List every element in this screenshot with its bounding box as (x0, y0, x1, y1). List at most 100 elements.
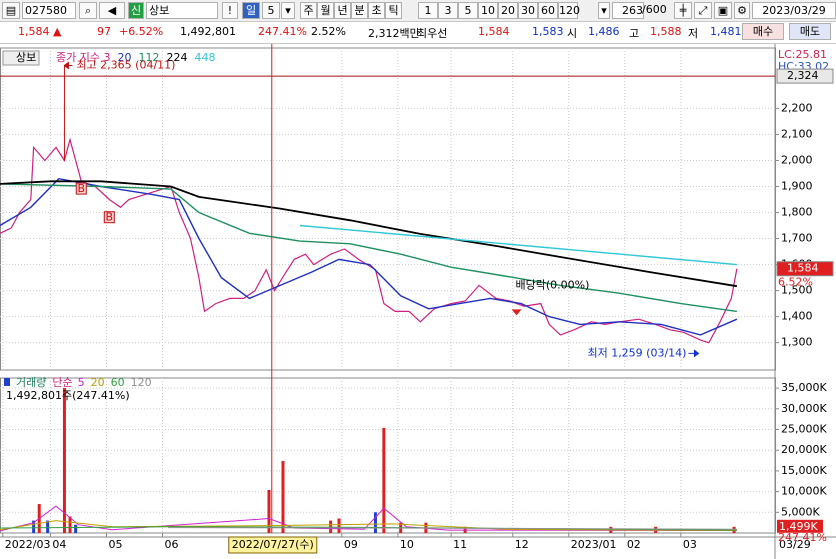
date-input[interactable]: 2023/03/29 (752, 2, 836, 19)
crosshair-label: 2022/07/27(수) (232, 538, 314, 551)
legend-entry: 448 (194, 51, 215, 64)
toolbar-button[interactable]: 초 (368, 2, 385, 19)
ma-line (299, 224, 737, 266)
legend-entry: 120 (131, 376, 152, 389)
toolbar-button[interactable]: 120 (558, 2, 580, 19)
volume-bar (68, 516, 72, 533)
legend-entry: 종가 지수 3 (56, 51, 110, 64)
low: 1,481 (710, 25, 742, 38)
x-tick-label: 06 (165, 538, 179, 551)
y-tick-label: 1,500 (781, 284, 813, 297)
volume-info: 1,492,801주(247.41%) (6, 389, 130, 402)
stock-name: 상보 (146, 2, 218, 19)
period-n[interactable]: 5 (262, 2, 280, 19)
x-tick-label: 2023/01 (571, 538, 617, 551)
price-tag (776, 68, 834, 84)
search-icon[interactable]: ⌕ (79, 2, 97, 19)
toolbar-button[interactable]: 60 (538, 2, 558, 19)
change-tag: 247.41% (778, 531, 827, 544)
total: /600 (642, 3, 667, 16)
y-tick-label: 10,000K (781, 485, 827, 498)
y-tick-label: 1,900 (781, 179, 813, 192)
y-tick-label: 25,000K (781, 423, 827, 436)
toolbar-button[interactable]: 1 (418, 2, 438, 19)
best-label: 최우선 (417, 27, 448, 40)
legend-entry: 112 (138, 51, 159, 64)
legend-box (2, 50, 40, 66)
y-tick-label: 15,000K (781, 464, 827, 477)
alert-button[interactable]: ! (222, 2, 238, 19)
volume-bar (267, 489, 271, 533)
period-button[interactable]: 일 (242, 2, 260, 19)
price-tag (776, 261, 834, 277)
dividend-marker (511, 309, 522, 316)
x-tick-label: 03/29 (779, 538, 811, 551)
toolbar-button[interactable]: 틱 (385, 2, 402, 19)
toolbar-button[interactable]: 3 (438, 2, 458, 19)
toolbar-button[interactable]: 분 (351, 2, 368, 19)
ma-line (0, 180, 738, 288)
low-label: 저 (688, 27, 699, 40)
y-tick-label: 1,700 (781, 232, 813, 245)
signal-box (103, 211, 115, 224)
x-tick-label: 2022/03 (5, 538, 51, 551)
volume-bar (74, 524, 78, 533)
arrow (63, 61, 73, 70)
legend-swatch (4, 378, 10, 386)
toolbar-button[interactable]: 주 (300, 2, 317, 19)
volume-ma-line (168, 527, 737, 530)
volume-tag (777, 519, 823, 533)
turnover: 2.52% (311, 25, 346, 38)
price-line (0, 137, 738, 344)
dropdown[interactable]: ▾ (598, 2, 610, 19)
price-tag-label: 2,324 (787, 69, 819, 82)
y-tick-label: 1,400 (781, 310, 813, 323)
signal: B (77, 182, 85, 195)
toolbar-button[interactable]: 5 (458, 2, 478, 19)
ma-line (0, 183, 737, 313)
toolbar-button[interactable]: 년 (334, 2, 351, 19)
save-icon[interactable]: ▣ (714, 2, 732, 19)
change-tag: 6.52% (778, 276, 813, 289)
toolbar-button[interactable]: 10 (478, 2, 498, 19)
signal-box (75, 182, 87, 195)
tool-icon[interactable]: ╪ (674, 2, 692, 19)
y-tick-label: 20,000K (781, 443, 827, 456)
y-tick-label: 1,800 (781, 206, 813, 219)
volume-bar (62, 388, 66, 533)
arrow (688, 349, 700, 358)
x-tick-label: 11 (453, 538, 467, 551)
toolbar-button[interactable]: 20 (498, 2, 518, 19)
plot-frame (0, 47, 776, 371)
crosshair-box (228, 536, 318, 554)
y-tick-label: 2,100 (781, 127, 813, 140)
toolbar-button[interactable]: 월 (317, 2, 334, 19)
buy-button[interactable]: 매수 (742, 23, 784, 40)
ask: 1,584 (478, 25, 510, 38)
y-tick-label: 2,200 (781, 101, 813, 114)
legend-entry: 5 (78, 376, 85, 389)
menu-icon[interactable]: ▤ (2, 2, 20, 19)
change-pct: +6.52% (119, 25, 164, 38)
volume-ratio: 247.41% (258, 25, 307, 38)
high: 1,588 (650, 25, 682, 38)
volume-ma-line (0, 520, 737, 531)
volume-bar (281, 460, 285, 533)
x-tick-label: 04 (52, 538, 66, 551)
toolbar-button[interactable]: 30 (518, 2, 538, 19)
sound-icon[interactable]: ◀ (99, 2, 125, 19)
volume-bar (32, 520, 36, 533)
tool-icon[interactable]: ⤢ (694, 2, 712, 19)
amount: 2,312백만 (368, 27, 420, 40)
volume-bar (373, 512, 377, 533)
bid: 1,583 (532, 25, 564, 38)
code-input[interactable]: 027580 (22, 2, 76, 19)
x-tick-label: 10 (400, 538, 414, 551)
sell-button[interactable]: 매도 (789, 23, 831, 40)
settings-icon[interactable]: ⚙ (734, 2, 750, 19)
indicator: LC:25.81 (778, 48, 827, 61)
dropdown[interactable]: ▾ (281, 2, 295, 19)
price: 1,584 ▲ (18, 25, 62, 38)
